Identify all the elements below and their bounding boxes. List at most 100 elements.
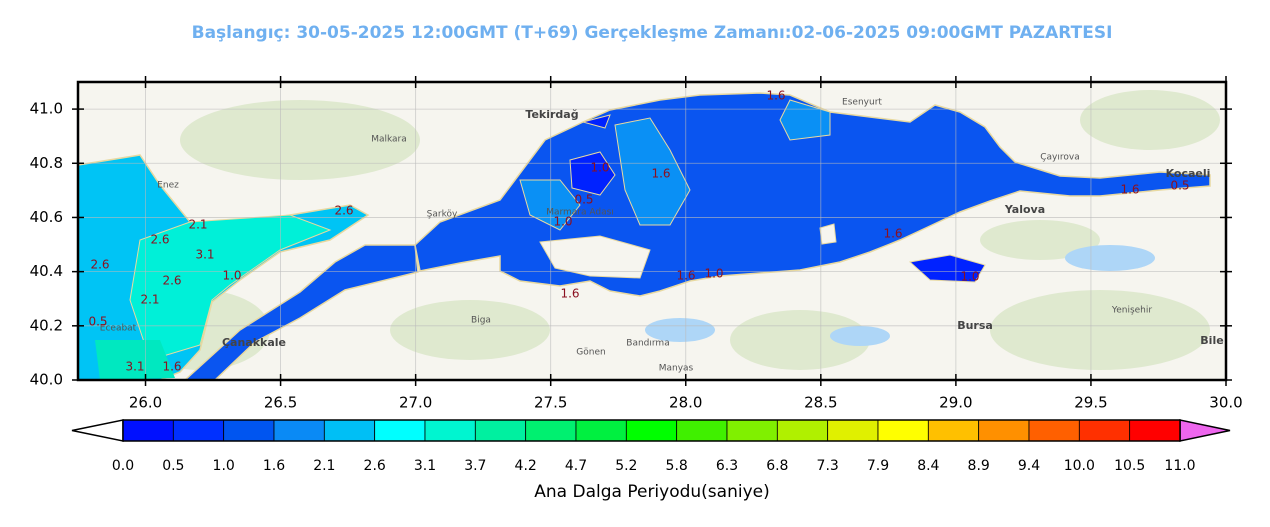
map-frame — [76, 80, 1228, 382]
x-tick-label: 27.5 — [534, 394, 567, 412]
colorbar-frame — [122, 419, 1181, 442]
colorbar-segment — [877, 419, 929, 442]
x-tick-label: 26.0 — [129, 394, 162, 412]
x-tick-label: 28.0 — [669, 394, 702, 412]
contour-label: 1.6 — [651, 167, 670, 181]
colorbar-segment — [474, 419, 527, 442]
x-tick-label: 26.5 — [264, 394, 297, 412]
colorbar-segment — [776, 419, 829, 442]
place-label: Yenişehir — [1111, 306, 1152, 316]
contour-label: 1.6 — [883, 227, 902, 241]
colorbar-segment — [726, 419, 778, 442]
colorbar-label: 7.9 — [867, 458, 889, 474]
map-layer — [78, 82, 1226, 380]
colorbar-segment — [1028, 419, 1080, 442]
colorbar-extend-high — [1179, 419, 1231, 442]
place-label: Bandırma — [626, 339, 669, 349]
dardanelles-wave — [183, 244, 419, 380]
colorbar-label: 5.8 — [666, 458, 688, 474]
y-tick-label: 40.4 — [30, 262, 63, 280]
aegean-wave-high — [95, 340, 175, 380]
contour-label: 0.5 — [574, 193, 593, 207]
colorbar-label: 8.4 — [917, 458, 939, 474]
colorbar-extend-low — [71, 419, 124, 442]
contour-label: 0.5 — [88, 315, 107, 329]
colorbar-segment — [273, 419, 325, 442]
colorbar-segment — [122, 419, 174, 442]
place-label: Esenyurt — [842, 98, 882, 108]
colorbar-segment — [978, 419, 1030, 442]
x-tick-label: 29.5 — [1074, 394, 1107, 412]
place-label: Gönen — [576, 348, 605, 358]
colorbar-label: 2.6 — [364, 458, 386, 474]
place-label: Malkara — [371, 135, 407, 145]
colorbar-label: 2.1 — [313, 458, 335, 474]
place-label: Biga — [471, 316, 491, 326]
islands — [539, 223, 837, 279]
colorbar-label: 11.0 — [1164, 458, 1195, 474]
y-tick-label: 40.0 — [30, 371, 63, 389]
colorbar-label: 4.7 — [565, 458, 587, 474]
colorbar-segment — [1078, 419, 1131, 442]
colorbar-title: Ana Dalga Periyodu(saniye) — [534, 482, 769, 502]
colorbar-label: 6.3 — [716, 458, 738, 474]
place-label: Bile — [1200, 334, 1223, 347]
place-label: Marmara Adası — [546, 208, 614, 218]
place-labels: Tekirdağ Malkara Şarköy Enez Çanakkale E… — [100, 98, 1224, 374]
contour-label: 1.6 — [766, 89, 785, 103]
x-tick-label: 29.0 — [939, 394, 972, 412]
colorbar-label: 0.5 — [162, 458, 184, 474]
colorbar-segment — [172, 419, 225, 442]
colorbar-segment — [625, 419, 678, 442]
place-label: Şarköy — [427, 210, 458, 220]
x-tick-label: 30.0 — [1209, 394, 1242, 412]
colorbar-label: 3.7 — [464, 458, 486, 474]
place-label: Tekirdağ — [525, 108, 578, 121]
contour-label: 1.0 — [222, 269, 241, 283]
colorbar-label: 6.8 — [766, 458, 788, 474]
x-tick-label: 27.0 — [399, 394, 432, 412]
colorbar-segment — [223, 419, 275, 442]
colorbar-segment — [323, 419, 376, 442]
colorbar-segment — [575, 419, 627, 442]
colorbar-label: 10.5 — [1114, 458, 1145, 474]
contour-label: 1.0 — [704, 267, 723, 281]
place-label: Bursa — [957, 319, 993, 332]
place-label: Eceabat — [100, 324, 137, 334]
place-label: Manyas — [659, 364, 694, 374]
colorbar-label: 9.4 — [1018, 458, 1040, 474]
lakes — [645, 245, 1155, 346]
colorbar-label: 7.3 — [817, 458, 839, 474]
colorbar-label: 4.2 — [515, 458, 537, 474]
contour-label: 1.6 — [1120, 183, 1139, 197]
y-tick-label: 40.8 — [30, 154, 63, 172]
colorbar-label: 8.9 — [968, 458, 990, 474]
colorbar-label: 10.0 — [1064, 458, 1095, 474]
x-tick-label: 28.5 — [804, 394, 837, 412]
contour-label: 2.6 — [334, 204, 353, 218]
contour-label: 3.1 — [195, 248, 214, 262]
place-label: Enez — [157, 181, 179, 191]
contour-label: 1.0 — [960, 270, 979, 284]
colorbar: 0.0 0.5 1.0 1.6 2.1 2.6 3.1 3.7 4.2 4.7 5.2 5.8 6.3 6… — [71, 419, 1231, 474]
colorbar-segment — [374, 419, 426, 442]
colorbar-label: 0.0 — [112, 458, 134, 474]
contour-label: 2.6 — [150, 233, 169, 247]
colorbar-segment — [1129, 419, 1181, 442]
contour-label: 2.6 — [90, 258, 109, 272]
place-label: Yalova — [1004, 203, 1045, 216]
contour-label: 1.0 — [590, 161, 609, 175]
contour-label: 3.1 — [125, 360, 144, 374]
place-label: Çanakkale — [222, 336, 286, 349]
y-tick-label: 40.6 — [30, 208, 63, 226]
higher-period-zones — [569, 114, 986, 283]
y-tick-label: 40.2 — [30, 316, 63, 334]
aegean-wave-high — [129, 214, 332, 361]
colorbar-segment — [827, 419, 879, 442]
place-label: Kocaeli — [1166, 167, 1211, 180]
y-tick-label: 41.0 — [30, 100, 63, 118]
colorbar-segment — [525, 419, 577, 442]
colorbar-label: 3.1 — [414, 458, 436, 474]
